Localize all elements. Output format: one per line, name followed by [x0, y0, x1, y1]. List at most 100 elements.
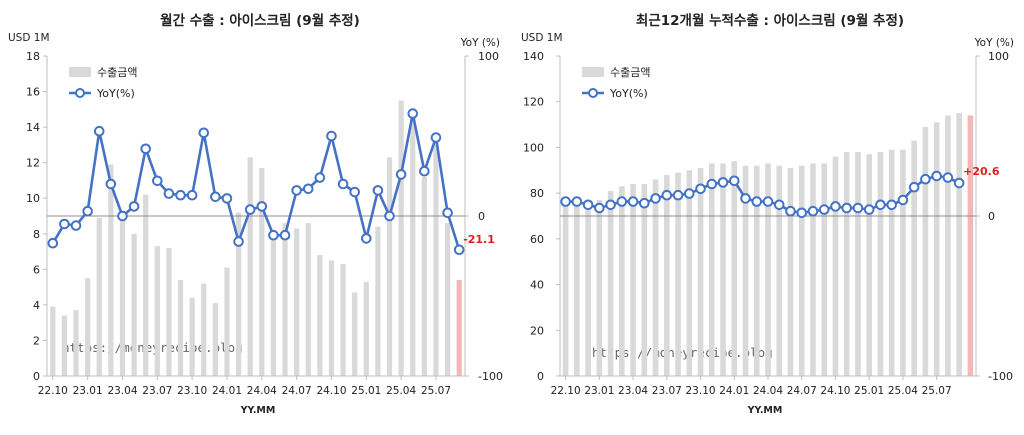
- chart-title: 월간 수출 : 아이스크림 (9월 추정): [160, 12, 360, 29]
- y2-tick-label: 100: [988, 50, 1009, 63]
- chart-title: 최근12개월 누적수출 : 아이스크림 (9월 추정): [636, 12, 904, 29]
- bar: [177, 280, 184, 376]
- bar: [270, 233, 277, 376]
- yoy-point: [152, 175, 163, 187]
- bar: [410, 114, 416, 377]
- bar: [843, 152, 850, 376]
- x-tick-label: 22.10: [38, 385, 68, 397]
- yoy-point: [349, 186, 360, 198]
- y-tick-label: 2: [33, 334, 40, 347]
- bar: [189, 297, 195, 376]
- x-tick-label: 24.04: [247, 385, 277, 397]
- bar: [967, 115, 974, 377]
- bar: [317, 255, 323, 376]
- y-tick-label: 40: [530, 279, 544, 292]
- watermark: https://moneyrecipe.blog: [592, 345, 773, 360]
- bar: [224, 267, 230, 376]
- x-tick-label: 23.07: [142, 385, 172, 397]
- bar: [247, 157, 253, 376]
- yoy-point: [384, 210, 395, 222]
- x-axis-title: YY.MM: [240, 405, 276, 416]
- bar: [340, 264, 346, 376]
- bar: [363, 281, 369, 376]
- yoy-line-series: +20.6: [560, 165, 1000, 219]
- bar: [294, 228, 300, 376]
- x-tick-label: 23.10: [686, 385, 716, 397]
- bar: [154, 246, 160, 376]
- x-tick-label: 23.04: [618, 385, 648, 397]
- yoy-point: [717, 177, 729, 188]
- yoy-point: [818, 204, 830, 215]
- yoy-point: [233, 236, 244, 247]
- y-tick-label: 0: [33, 370, 40, 383]
- yoy-point: [639, 197, 650, 209]
- x-tick-label: 25.07: [922, 385, 952, 397]
- yoy-point: [830, 201, 841, 212]
- yoy-point: [430, 132, 442, 143]
- yoy-point: [453, 244, 465, 256]
- yoy-point: [163, 188, 175, 199]
- bar: [911, 140, 917, 376]
- bar: [933, 122, 940, 376]
- yoy-point: [407, 108, 419, 119]
- yoy-point: [244, 204, 256, 215]
- bar: [143, 194, 149, 376]
- bar: [235, 212, 242, 376]
- bar: [641, 184, 648, 376]
- yoy-point: [740, 193, 751, 204]
- y-tick-label: 100: [523, 141, 544, 154]
- y-tick-label: 60: [530, 233, 544, 246]
- bar: [753, 165, 760, 376]
- x-tick-label: 24.04: [753, 385, 783, 397]
- yoy-point: [706, 178, 718, 190]
- yoy-point: [571, 196, 583, 207]
- yoy-point: [875, 199, 886, 211]
- x-tick-label: 24.07: [282, 385, 312, 397]
- legend-label-line: YoY(%): [96, 87, 135, 100]
- legend-line-marker: [588, 88, 598, 98]
- bar: [282, 223, 288, 376]
- yoy-point: [59, 218, 70, 230]
- bar: [731, 161, 738, 376]
- bar: [212, 303, 218, 376]
- bar: [866, 154, 872, 376]
- bar: [444, 223, 451, 376]
- x-tick-label: 23.01: [584, 385, 614, 397]
- legend-label-line: YoY(%): [609, 87, 648, 100]
- yoy-point: [728, 175, 740, 187]
- yoy-point: [256, 201, 268, 212]
- yoy-point: [175, 189, 186, 201]
- x-tick-label: 24.01: [719, 385, 749, 397]
- yoy-point: [672, 189, 684, 201]
- legend-label-bar: 수출금액: [610, 66, 650, 79]
- bar: [305, 223, 311, 376]
- bar: [798, 165, 805, 376]
- yoy-point: [953, 177, 965, 189]
- yoy-point: [695, 183, 706, 195]
- bar: [821, 163, 828, 376]
- yoy-point: [279, 229, 291, 241]
- bar: [259, 168, 265, 376]
- yoy-point: [627, 196, 639, 207]
- bar: [50, 306, 56, 376]
- yoy-point: [82, 205, 93, 217]
- axes: 0 2 4 6 8 10 12 14 16 18 -100 0 100 22.10 23.01 23.04 23…: [26, 50, 503, 397]
- yoy-point: [616, 196, 628, 207]
- yoy-point: [372, 185, 384, 196]
- yoy-point: [807, 205, 819, 217]
- bar: [398, 100, 404, 376]
- y2-axis-unit-label: YoY (%): [460, 37, 500, 49]
- x-tick-label: 23.04: [107, 385, 137, 397]
- yoy-point: [395, 169, 407, 180]
- yoy-line: [565, 174, 960, 215]
- bar: [922, 126, 929, 376]
- bar: [956, 113, 962, 376]
- legend: 수출금액 YoY(%): [69, 66, 137, 100]
- bar: [375, 226, 381, 376]
- bar: [201, 283, 207, 376]
- yoy-point: [863, 204, 875, 215]
- bar: [352, 292, 358, 376]
- legend-label-bar: 수출금액: [97, 66, 137, 79]
- yoy-point: [762, 196, 774, 207]
- bar: [888, 149, 895, 376]
